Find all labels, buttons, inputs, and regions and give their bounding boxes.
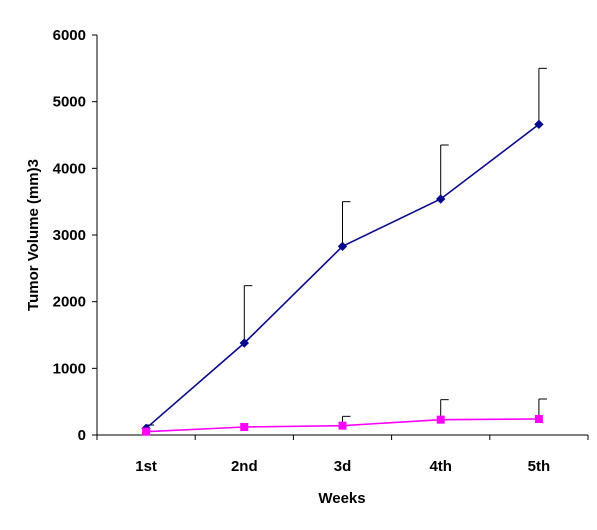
x-tick-label: 5th (528, 458, 551, 475)
y-tick-label: 6000 (53, 27, 86, 44)
y-tick-label: 1000 (53, 360, 86, 377)
series-2-point (534, 415, 543, 423)
series-1-point (435, 194, 446, 204)
series-2-point (142, 427, 151, 436)
y-tick-label: 2000 (53, 294, 86, 311)
data-series (141, 119, 544, 436)
series-2-point (338, 421, 347, 430)
error-bars (145, 67, 547, 432)
y-tick-label: 0 (78, 427, 86, 444)
series-2-point (240, 423, 249, 431)
y-axis-title: Tumor Volume (mm)3 (25, 159, 42, 311)
series-1-point (239, 338, 250, 348)
series-2-point (436, 415, 445, 424)
y-tick-label: 3000 (53, 227, 86, 244)
y-axis-ticks: 0 1000 2000 3000 4000 5000 6000 (53, 27, 97, 444)
x-tick-label: 4th (429, 458, 452, 475)
x-tick-label: 1st (135, 458, 157, 475)
x-tick-label: 3d (334, 458, 352, 475)
y-tick-label: 5000 (53, 94, 86, 111)
x-axis-ticks: 1st 2nd 3d 4th 5th (96, 435, 589, 475)
series-1-line (145, 123, 540, 429)
series-1-point (534, 119, 544, 130)
series-1-point (337, 241, 348, 252)
y-tick-label: 4000 (53, 160, 86, 177)
x-tick-label: 2nd (231, 458, 258, 475)
x-axis-title: Weeks (318, 490, 365, 507)
